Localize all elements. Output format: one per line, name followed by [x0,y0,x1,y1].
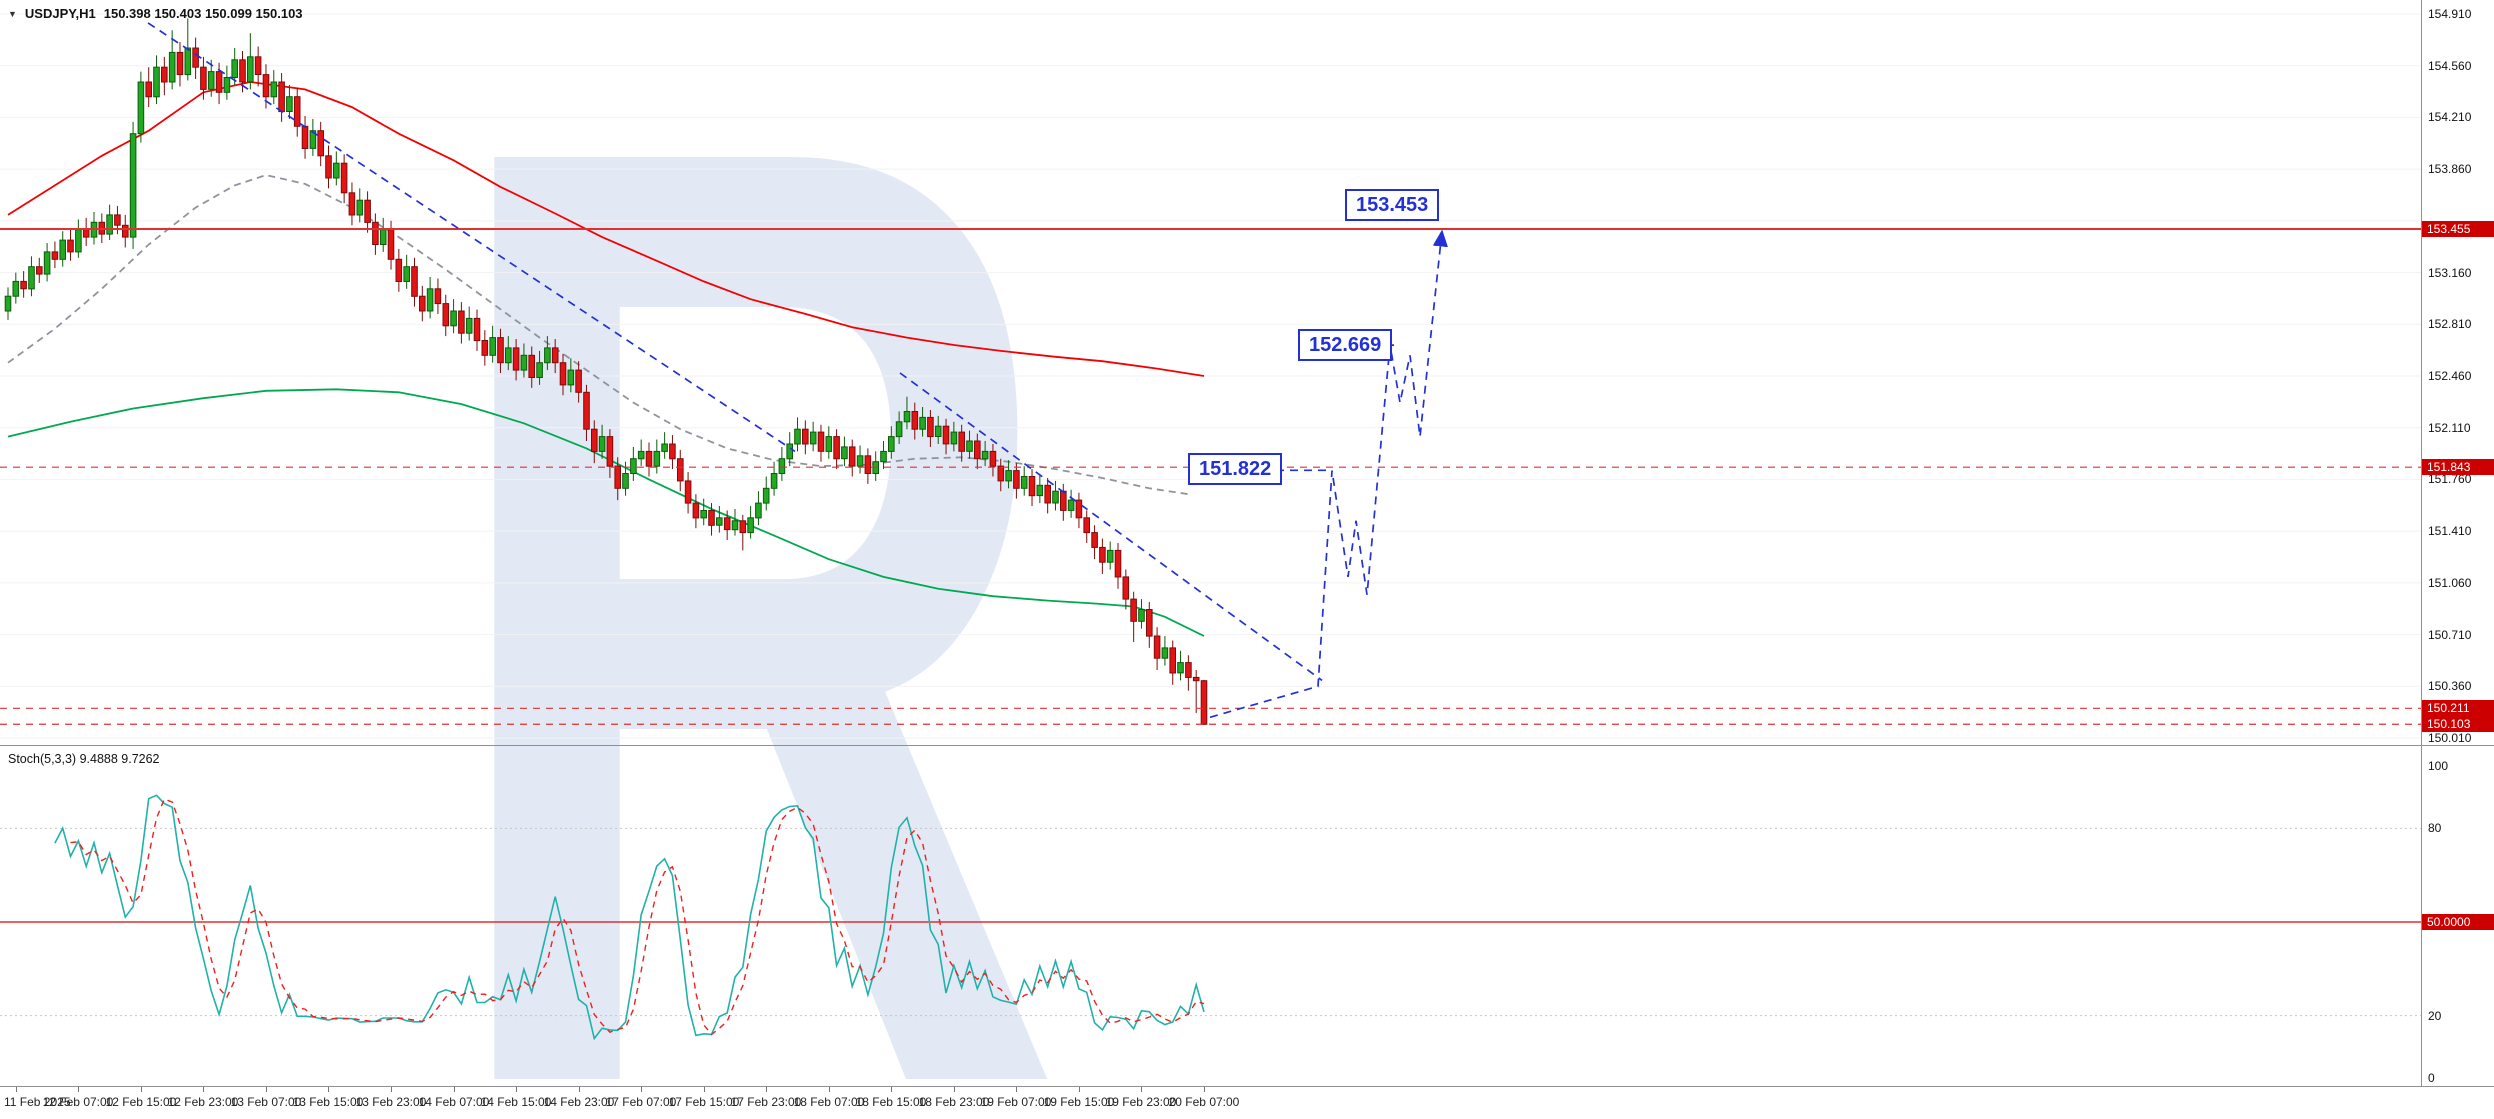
time-tick-label: 14 Feb 07:00 [418,1095,490,1109]
symbol-period-label: USDJPY,H1 [24,6,96,21]
price-tick-label: 151.060 [2428,575,2472,590]
time-tick-label: 13 Feb 07:00 [230,1095,302,1109]
price-target-box[interactable]: 151.822 [1188,452,1283,485]
pane-divider[interactable] [0,745,2494,746]
time-tick [266,1087,267,1092]
time-tick [78,1087,79,1092]
price-level-badge[interactable]: 150.211 [2422,700,2494,717]
price-chart-svg[interactable] [0,0,2421,746]
time-tick [454,1087,455,1092]
time-tick [704,1087,705,1092]
price-tick-label: 153.860 [2428,162,2472,177]
broker-watermark-logo: R [436,0,1066,1119]
trend-line [147,22,796,453]
time-tick-label: 12 Feb 07:00 [42,1095,114,1109]
analysis-annotations-layer: 153.453 152.669 151.822 [1188,188,1440,485]
projection-zigzag [1209,229,1448,719]
chart-header: ▼ USDJPY,H1 150.398 150.403 150.099 150.… [8,6,303,21]
price-tick-label: 150.710 [2428,627,2472,642]
price-axis[interactable]: 153.455 151.843 150.211 150.103 154.910 154.5… [2422,0,2494,1086]
time-tick [766,1087,767,1092]
price-levels-layer [0,227,2421,725]
price-level-badge[interactable]: 153.455 [2422,220,2494,237]
price-target-box[interactable]: 152.669 [1298,329,1393,362]
stoch-tick-label: 0 [2428,1071,2435,1085]
price-level-badge[interactable]: 151.843 [2422,459,2494,476]
time-tick-label: 17 Feb 07:00 [605,1095,677,1109]
axis-divider [2421,0,2422,1119]
time-tick-label: 19 Feb 23:00 [1105,1095,1177,1109]
time-tick-label: 18 Feb 07:00 [793,1095,865,1109]
stoch-tick-label: 80 [2428,821,2442,836]
time-tick [516,1087,517,1092]
time-tick [891,1087,892,1092]
time-tick [954,1087,955,1092]
time-tick [1141,1087,1142,1092]
current-bar-ohlc: 150.398 150.403 150.099 150.103 [103,6,303,21]
price-tick-label: 154.910 [2428,7,2472,21]
time-axis[interactable]: 11 Feb 2025 12 Feb 07:00 12 Feb 15:00 12 Fe… [0,1087,2494,1119]
price-tick-label: 152.810 [2428,317,2472,332]
price-tick-label: 150.360 [2428,679,2472,694]
stoch-tick-label: 20 [2428,1008,2442,1023]
price-tick-label: 153.160 [2428,265,2472,280]
time-tick [579,1087,580,1092]
price-tick-label: 152.110 [2428,420,2471,435]
price-tick-label: 154.210 [2428,110,2472,125]
time-tick [1204,1087,1205,1092]
time-tick-label: 11 Feb 2025 [4,1095,71,1109]
time-tick-label: 12 Feb 23:00 [167,1095,239,1109]
stoch-d-line [70,798,1205,1036]
time-axis-divider [0,1086,2494,1087]
time-tick-label: 14 Feb 23:00 [543,1095,615,1109]
time-tick-label: 19 Feb 07:00 [980,1095,1052,1109]
main-price-pane[interactable] [0,0,2421,746]
time-tick [203,1087,204,1092]
time-tick-label: 18 Feb 15:00 [855,1095,927,1109]
time-tick [391,1087,392,1092]
dropdown-triangle-icon[interactable]: ▼ [8,8,17,19]
price-tick-label: 151.410 [2428,524,2472,539]
stochastic-label: Stoch(5,3,3) 9.4888 9.7262 [8,752,160,766]
time-tick-label: 20 Feb 07:00 [1168,1095,1240,1109]
price-tick-label: 152.460 [2428,369,2472,383]
time-tick [1016,1087,1017,1092]
time-tick-label: 17 Feb 23:00 [730,1095,802,1109]
stochastic-svg[interactable] [0,748,2421,1086]
price-level-badge[interactable]: 150.103 [2422,716,2494,733]
time-tick [141,1087,142,1092]
time-tick [1079,1087,1080,1092]
stoch-tick-label: 100 [2428,759,2449,773]
trend-line [899,372,1323,682]
time-tick-label: 12 Feb 15:00 [105,1095,177,1109]
stochastic-pane[interactable]: Stoch(5,3,3) 9.4888 9.7262 [0,748,2421,1086]
stoch-mid-level-badge[interactable]: 50.0000 [2422,914,2494,930]
time-tick-label: 19 Feb 15:00 [1043,1095,1115,1109]
price-target-box[interactable]: 153.453 [1345,188,1440,221]
time-tick-label: 14 Feb 15:00 [480,1095,552,1109]
ma-green-line [7,388,1205,637]
price-tick-label: 154.560 [2428,58,2472,73]
time-tick-label: 13 Feb 23:00 [355,1095,427,1109]
time-tick-label: 18 Feb 23:00 [918,1095,990,1109]
price-tick-label: 151.760 [2428,472,2472,487]
price-tick-label: 150.010 [2428,731,2472,745]
time-tick [16,1087,17,1092]
stoch-k-line [54,794,1205,1041]
candles-layer [4,18,1208,725]
time-tick [641,1087,642,1092]
analysis-layer[interactable] [147,22,1448,719]
grid-layer [0,13,2421,739]
time-tick [829,1087,830,1092]
time-tick [328,1087,329,1092]
time-tick-label: 17 Feb 15:00 [668,1095,740,1109]
time-tick-label: 13 Feb 15:00 [292,1095,364,1109]
